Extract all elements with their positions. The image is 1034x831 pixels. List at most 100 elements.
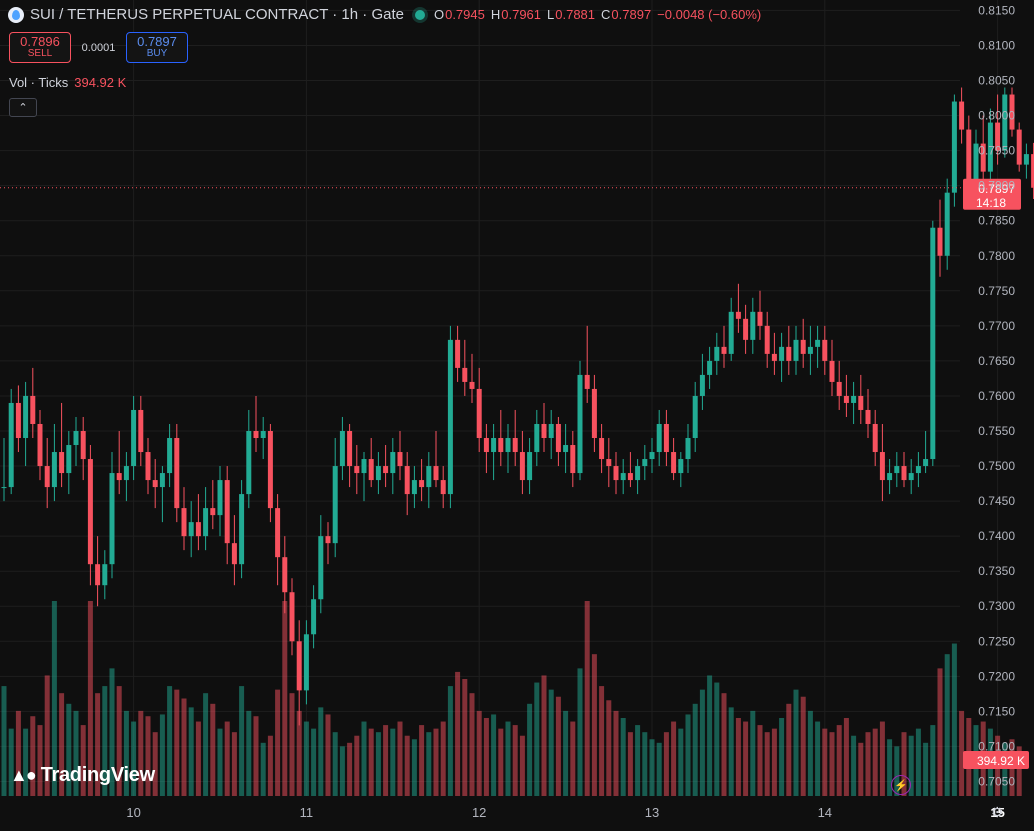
candle-body — [866, 410, 871, 424]
volume-bar — [570, 722, 575, 796]
lightning-icon[interactable]: ⚡ — [891, 775, 911, 795]
candle-body — [38, 424, 43, 466]
candle-body — [434, 466, 439, 480]
volume-bar — [830, 732, 835, 796]
ohlc-low: L0.7881 — [547, 7, 595, 22]
volume-bar — [729, 707, 734, 796]
candle-body — [873, 424, 878, 452]
volume-bar — [945, 654, 950, 796]
volume-bar — [246, 711, 251, 796]
candle-body — [614, 466, 619, 480]
candle-body — [815, 340, 820, 347]
candle-body — [635, 466, 640, 480]
market-open-dot-icon[interactable] — [415, 10, 425, 20]
ohlc-high: H0.7961 — [491, 7, 541, 22]
volume-bar — [621, 718, 626, 796]
volume-bar — [448, 686, 453, 796]
volume-bar — [628, 732, 633, 796]
candle-body — [729, 312, 734, 354]
candle-body — [448, 340, 453, 494]
candle-body — [786, 347, 791, 361]
buy-button[interactable]: 0.7897 BUY — [126, 32, 188, 63]
ohlc-open: O0.7945 — [434, 7, 485, 22]
volume-bar — [498, 729, 503, 796]
symbol-title[interactable]: SUI / TETHERUS PERPETUAL CONTRACT · 1h ·… — [30, 6, 404, 23]
candle-body — [484, 438, 489, 452]
sell-label: SELL — [28, 49, 52, 60]
gear-icon[interactable]: ⚙ — [991, 804, 1004, 821]
candle-body — [585, 375, 590, 389]
candle-body — [383, 466, 388, 473]
candle-body — [549, 424, 554, 438]
volume-bar — [462, 679, 467, 796]
chevron-up-icon[interactable]: ⌃ — [9, 98, 37, 117]
candle-body — [736, 312, 741, 319]
volume-bar — [412, 739, 417, 796]
candle-body — [498, 438, 503, 452]
volume-bar — [938, 668, 943, 796]
sui-logo-icon[interactable] — [8, 7, 24, 23]
volume-bar — [376, 732, 381, 796]
candle-body — [455, 340, 460, 368]
volume-bar — [578, 668, 583, 796]
volume-bar — [779, 718, 784, 796]
volume-bar — [822, 729, 827, 796]
candle-body — [686, 438, 691, 459]
volume-bar — [426, 732, 431, 796]
candle-body — [880, 452, 885, 480]
volume-bar — [304, 722, 309, 796]
candle-body — [822, 340, 827, 361]
candle-body — [131, 410, 136, 466]
spread-value: 0.0001 — [71, 42, 126, 54]
volume-bar — [930, 725, 935, 796]
candle-body — [758, 312, 763, 326]
x-tick-label: 11 — [300, 805, 314, 820]
candle-body — [930, 228, 935, 459]
y-tick-label: 0.7150 — [978, 704, 1015, 718]
candle-body — [138, 410, 143, 452]
volume-bar — [657, 743, 662, 796]
volume-bar — [232, 732, 237, 796]
volume-bar — [275, 690, 280, 796]
candle-body — [693, 396, 698, 438]
candle-body — [779, 347, 784, 361]
volume-bar — [873, 729, 878, 796]
candle-body — [527, 452, 532, 480]
volume-bar — [477, 711, 482, 796]
candle-body — [326, 536, 331, 543]
candle-body — [938, 228, 943, 256]
buy-label: BUY — [147, 49, 168, 60]
candle-body — [254, 431, 259, 438]
volume-bar — [786, 704, 791, 796]
volume-bar — [290, 693, 295, 796]
candle-body — [2, 487, 7, 488]
volume-value: 394.92 K — [74, 75, 126, 90]
volume-bar — [268, 736, 273, 796]
volume-bar — [534, 683, 539, 796]
candle-body — [570, 445, 575, 473]
candle-body — [765, 326, 770, 354]
volume-bar — [650, 739, 655, 796]
candle-body — [74, 431, 79, 445]
volume-bar — [844, 718, 849, 796]
candle-body — [117, 473, 122, 480]
sell-button[interactable]: 0.7896 SELL — [9, 32, 71, 63]
volume-bar — [218, 729, 223, 796]
candle-body — [210, 508, 215, 515]
y-tick-label: 0.8100 — [978, 38, 1015, 52]
candle-body — [794, 340, 799, 361]
candle-body — [282, 557, 287, 592]
y-tick-label: 0.7700 — [978, 319, 1015, 333]
x-tick-label: 12 — [472, 805, 486, 820]
candle-body — [851, 396, 856, 403]
volume-bar — [743, 722, 748, 796]
tradingview-logo[interactable]: ▲● TradingView — [10, 764, 155, 787]
candle-body — [678, 459, 683, 473]
volume-bar — [419, 725, 424, 796]
volume-bar — [614, 711, 619, 796]
volume-bar — [2, 686, 7, 796]
candle-body — [232, 543, 237, 564]
